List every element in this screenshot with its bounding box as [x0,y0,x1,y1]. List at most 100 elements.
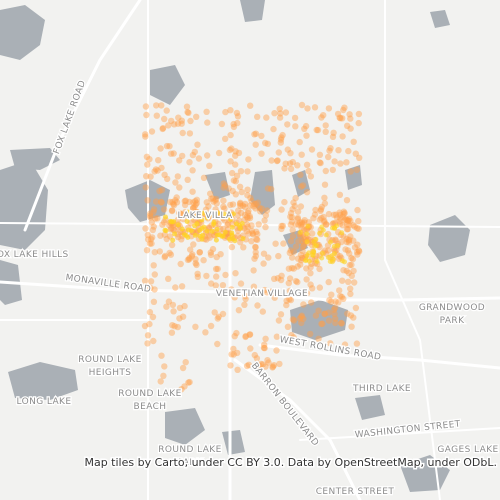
point [345,215,353,222]
point [287,209,295,217]
point [175,222,181,228]
point [160,206,168,213]
point [354,251,361,258]
point [211,309,218,316]
point [151,168,158,175]
point [333,214,341,221]
point [220,197,227,204]
point [168,241,176,249]
point [185,209,191,215]
point [353,340,361,347]
point [292,194,299,202]
point [192,201,199,208]
point [269,364,276,371]
point [204,228,210,234]
point [144,332,152,339]
point [153,102,160,109]
point [317,159,324,167]
point [297,229,303,235]
point [142,225,149,232]
point [192,323,199,330]
point [167,198,174,206]
point [345,217,352,224]
point [210,198,217,205]
point [254,302,261,309]
point [168,329,176,336]
point [168,218,174,224]
point [287,247,294,254]
point [243,362,251,370]
point [157,198,165,205]
point [294,162,301,169]
point [346,111,353,118]
point [225,220,232,227]
point [152,215,159,222]
point [344,225,352,233]
point [340,295,347,302]
point [347,312,355,319]
point [229,201,237,208]
point [297,221,305,228]
point [252,130,260,137]
point [347,285,354,292]
point [206,234,213,241]
point [200,232,206,238]
point [170,237,176,243]
point [157,378,164,385]
point [276,105,283,113]
point [176,209,183,217]
point [228,351,235,358]
point [143,173,150,180]
point [337,160,344,167]
point [307,173,315,180]
point [339,133,346,140]
point [323,221,330,228]
point [264,140,271,147]
point [189,151,197,159]
point [350,222,357,229]
point [191,203,198,210]
point [169,301,177,309]
point [205,203,212,210]
point [338,320,345,327]
point [251,131,258,138]
point [188,214,194,220]
point [222,271,229,279]
point [259,361,267,368]
place-label-line: LAKE VILLA [177,211,232,221]
point [260,260,267,267]
point [203,199,210,206]
point [182,197,189,204]
point [336,287,343,294]
point [345,237,352,244]
place-label-line: ROUND LAKE [158,445,221,455]
point [279,131,286,139]
point [240,236,246,242]
point [289,316,297,323]
point [292,221,299,228]
point [177,211,184,218]
point [325,317,333,324]
point [305,167,312,175]
point [194,221,200,227]
point [263,289,271,296]
point [221,217,228,224]
place-label: GAGES LAKE [437,445,498,455]
point [268,185,275,193]
point [340,106,347,114]
point [287,213,294,220]
point [232,238,238,244]
point [186,256,193,263]
point [350,138,357,145]
point [179,226,185,232]
point [245,156,252,163]
point [297,203,305,210]
point [272,240,279,247]
point [300,301,307,308]
point [334,110,342,118]
point [296,138,303,146]
point [221,211,227,217]
point [337,115,344,122]
point [234,349,241,357]
point [299,220,306,227]
